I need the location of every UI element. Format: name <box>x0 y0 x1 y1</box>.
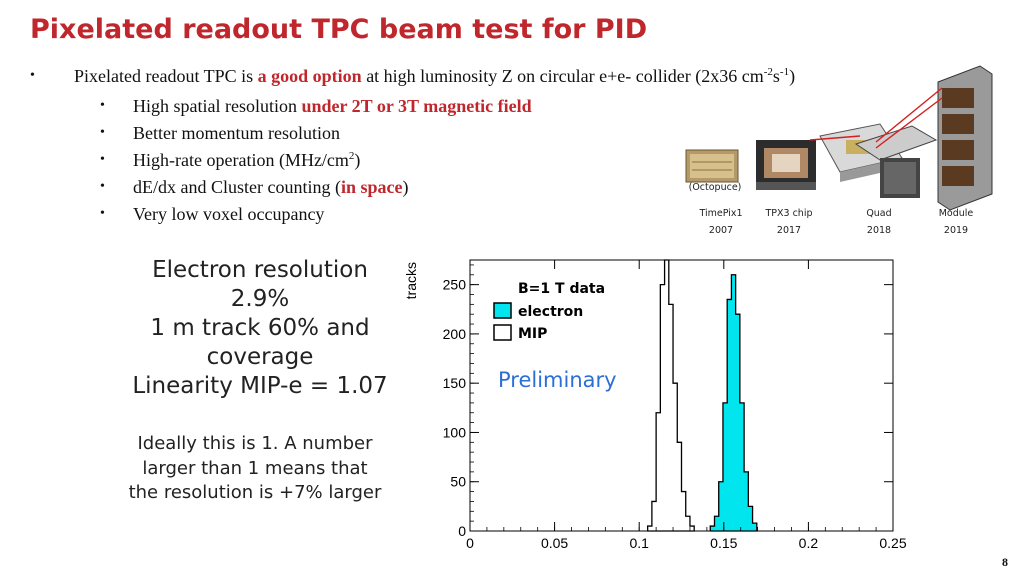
stage-year-module: 2019 <box>943 225 969 236</box>
x-tick-label: 0.1 <box>629 535 649 551</box>
summary-line: Electron resolution <box>152 257 368 283</box>
linearity-note: Ideally this is 1. A number larger than … <box>95 432 415 506</box>
bullet-marker: • <box>100 206 105 221</box>
main-bullet-suffix: at high luminosity Z on circular e+e- co… <box>361 66 764 86</box>
stage-year-timepix1: 2007 <box>708 225 734 236</box>
slide-title: Pixelated readout TPC beam test for PID <box>30 14 648 45</box>
histogram-chart: 0 0.05 0.1 0.15 0.2 0.25 0 50 100 150 200 250 tracks… <box>403 259 907 551</box>
summary-line: 2.9% <box>230 286 290 312</box>
bullet-marker: • <box>100 98 105 113</box>
stage-name-module: Module <box>938 208 974 219</box>
summary-line: coverage <box>206 344 314 370</box>
preliminary-annotation: Preliminary <box>498 368 617 392</box>
timepix1-photo <box>756 140 816 190</box>
y-tick-label: 200 <box>443 326 467 342</box>
sub-bullet-end: ) <box>402 177 409 197</box>
x-tick-label: 0.2 <box>799 535 819 551</box>
sub-bullet-text: High spatial resolution <box>133 96 302 116</box>
bullet-marker: • <box>100 125 105 140</box>
x-tick-label: 0 <box>466 535 474 551</box>
histogram-mip <box>647 259 695 532</box>
module-photo <box>937 65 993 211</box>
y-tick-label: 100 <box>443 424 467 440</box>
sub-bullet-highlight: in space <box>340 177 403 197</box>
stage-year-tpx3: 2017 <box>776 225 802 236</box>
legend-swatch-electron <box>493 302 512 319</box>
sub-bullet-text: Better momentum resolution <box>133 123 340 143</box>
x-tick-label: 0.05 <box>541 535 568 551</box>
bullet-marker: • <box>100 179 105 194</box>
bullet-marker: • <box>100 152 105 167</box>
connector-lines <box>809 87 943 149</box>
y-tick-label: 50 <box>450 474 466 490</box>
main-bullet-sup2: -1 <box>779 66 790 78</box>
main-bullet-prefix: Pixelated readout TPC is <box>74 66 258 86</box>
main-bullet-highlight: a good option <box>257 66 362 86</box>
detector-photo-timeline: (Octopuce) TimePix1 2007 TPX3 chip 2017 … <box>680 58 1000 240</box>
legend-swatch-mip <box>493 324 512 341</box>
y-axis-label: tracks <box>403 262 419 299</box>
sub-bullet-text: dE/dx and Cluster counting ( <box>133 177 341 197</box>
sub-bullet-text: Very low voxel occupancy <box>133 204 325 224</box>
stage-year-quad: 2018 <box>866 225 892 236</box>
main-bullet-sup1: -2 <box>763 66 773 78</box>
x-tick-label: 0.25 <box>879 535 906 551</box>
note-line: Ideally this is 1. A number <box>137 433 373 454</box>
stage-name-timepix1: TimePix1 <box>699 208 743 219</box>
y-tick-label: 250 <box>443 277 467 293</box>
stage-name-tpx3: TPX3 chip <box>765 208 813 219</box>
detector-photos-image <box>685 65 993 211</box>
main-bullet-end: ) <box>789 66 796 86</box>
legend-label-electron: electron <box>518 304 583 320</box>
stage-name-quad: Quad <box>866 208 892 219</box>
sub-bullet-highlight: under 2T or 3T magnetic field <box>301 96 532 116</box>
summary-line: Linearity MIP-e = 1.07 <box>132 373 388 399</box>
summary-line: 1 m track 60% and <box>150 315 370 341</box>
main-bullet-mid: s <box>772 66 780 86</box>
note-line: the resolution is +7% larger <box>128 482 382 503</box>
histogram-electron <box>709 274 758 532</box>
octopuce-label: (Octopuce) <box>688 182 742 193</box>
quad-photo <box>854 125 938 198</box>
y-tick-label: 150 <box>443 375 467 391</box>
bullet-marker: • <box>30 68 35 83</box>
note-line: larger than 1 means that <box>142 457 368 479</box>
resolution-summary: Electron resolution 2.9% 1 m track 60% a… <box>100 256 420 401</box>
x-tick-label: 0.15 <box>710 535 737 551</box>
sub-bullet-sup: 2 <box>348 150 355 162</box>
sub-bullet-text: High-rate operation (MHz/cm <box>133 150 349 170</box>
sub-bullet-end: ) <box>354 150 361 170</box>
octopuce-photo <box>685 149 739 183</box>
legend-label-mip: MIP <box>518 326 547 342</box>
page-number: 8 <box>1002 555 1008 569</box>
y-tick-label: 0 <box>458 523 466 539</box>
legend-title: B=1 T data <box>518 281 605 297</box>
